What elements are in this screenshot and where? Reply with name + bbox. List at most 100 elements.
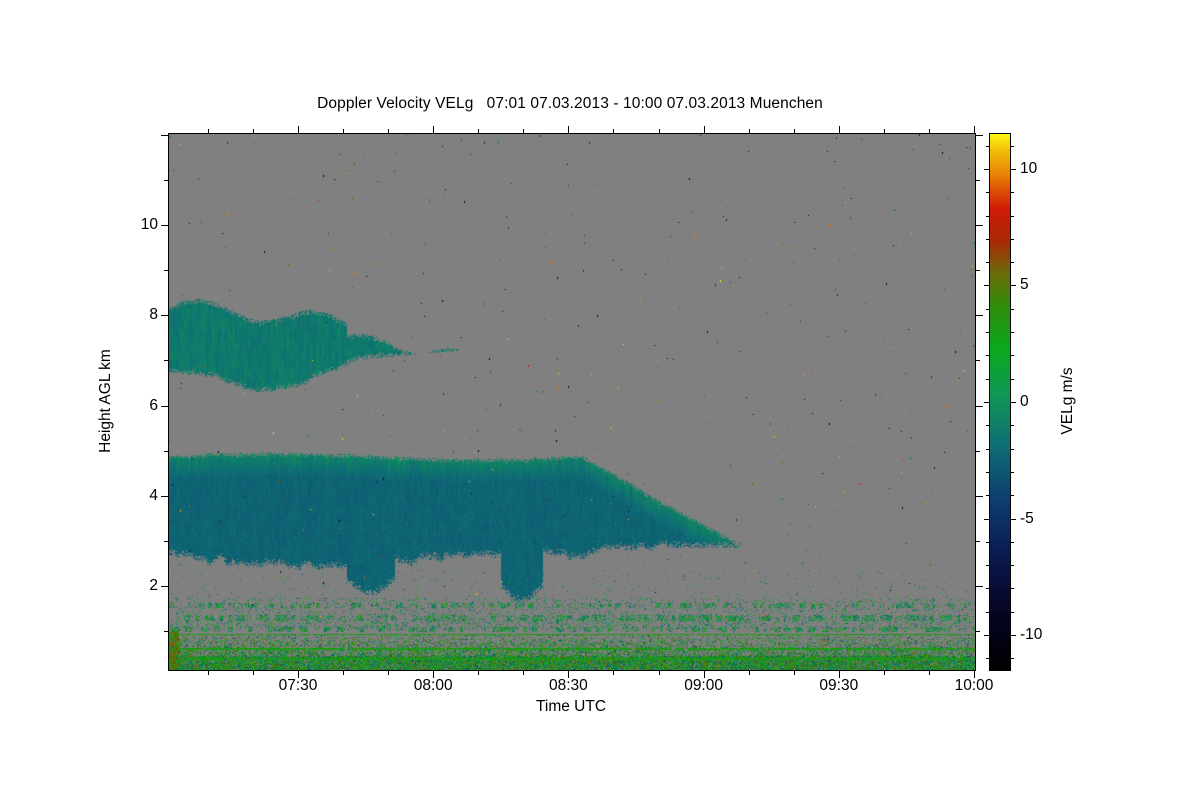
x-tick-label-08:30: 08:30 — [548, 677, 588, 694]
cbar-tick-left--7 — [986, 565, 990, 567]
y-tick-10 — [161, 225, 169, 226]
cbar-tick--10 — [1010, 635, 1016, 637]
cbar-tick-left--8 — [986, 588, 990, 590]
cbar-tick--9 — [1010, 611, 1014, 613]
colorbar-gradient — [990, 134, 1010, 670]
y-tick-right-12 — [975, 134, 983, 136]
x-axis-label: Time UTC — [535, 698, 607, 715]
x-tick-90 — [568, 670, 570, 678]
y-tick-right-11 — [975, 179, 980, 181]
cbar-tick-left-7 — [986, 238, 990, 240]
y-tick-label-8: 8 — [149, 306, 158, 324]
x-tick-top-90 — [568, 126, 570, 134]
cbar-tick-left--6 — [986, 541, 990, 543]
x-tick-130 — [748, 670, 750, 675]
colorbar[interactable]: 10 5 0 -5 -10 — [984, 133, 1042, 671]
cbar-tick-8 — [1010, 215, 1014, 217]
cbar-tick-left-6 — [986, 262, 990, 264]
y-tick-5 — [164, 450, 169, 452]
y-tick-1 — [164, 631, 169, 633]
cbar-tick-left-0 — [984, 402, 990, 403]
y-tick-right-4 — [975, 495, 983, 497]
cbar-tick-left-5 — [984, 285, 990, 287]
x-tick-120 — [703, 670, 705, 678]
x-tick-top-80 — [523, 129, 525, 134]
cbar-tick-10 — [1010, 168, 1016, 170]
y-tick-right-1 — [975, 631, 980, 633]
y-tick-9 — [164, 270, 169, 272]
y-tick-7 — [164, 360, 169, 362]
x-tick-top-170 — [928, 129, 930, 134]
x-tick-80 — [523, 670, 525, 675]
x-tick-70 — [478, 670, 480, 675]
cbar-tick--3 — [1010, 471, 1014, 473]
x-tick-top-120 — [703, 126, 705, 134]
x-tick-150 — [838, 670, 840, 678]
x-tick-top-100 — [613, 129, 615, 134]
cbar-tick--6 — [1010, 541, 1014, 543]
cbar-label-5: 5 — [1020, 276, 1029, 294]
y-axis-label: Height AGL km — [97, 349, 114, 453]
y-tick-right-10 — [975, 225, 983, 226]
x-tick-label-07:30: 07:30 — [278, 677, 318, 694]
y-tick-label-6: 6 — [149, 396, 158, 414]
cbar-tick-left-11 — [986, 145, 990, 147]
cbar-tick-left--1 — [986, 425, 990, 427]
plot-area[interactable]: 2 4 6 8 10 07:30 08:00 08:30 09:00 09:30 10:00 — [141, 126, 993, 694]
x-tick-top-40 — [343, 129, 345, 134]
figure-title: Doppler Velocity VELg 07:01 07.03.2013 -… — [317, 95, 823, 112]
x-tick-label-09:30: 09:30 — [819, 677, 859, 694]
cbar-tick-9 — [1010, 192, 1014, 194]
x-tick-top-10 — [207, 129, 209, 134]
x-tick-top-140 — [793, 129, 795, 134]
cbar-tick-left--2 — [986, 448, 990, 450]
x-tick-180 — [974, 670, 975, 678]
cbar-label--5: -5 — [1020, 509, 1034, 527]
cbar-label--10: -10 — [1020, 626, 1043, 644]
cbar-tick-6 — [1010, 262, 1014, 264]
cbar-tick-left-3 — [986, 332, 990, 334]
x-tick-top-150 — [838, 126, 840, 134]
y-tick-label-10: 10 — [140, 216, 158, 233]
cbar-tick-left-4 — [986, 308, 990, 310]
cbar-tick-3 — [1010, 332, 1014, 334]
x-tick-top-70 — [478, 129, 480, 134]
cbar-tick-left--11 — [986, 658, 990, 660]
x-tick-top-50 — [388, 129, 390, 134]
y-tick-right-3 — [975, 540, 980, 542]
cbar-label-0: 0 — [1020, 393, 1029, 410]
y-tick-right-9 — [975, 270, 980, 272]
cbar-tick-left--10 — [984, 635, 990, 637]
colorbar-label: VELg m/s — [1059, 367, 1076, 435]
y-tick-right-6 — [975, 405, 983, 407]
cbar-tick--5 — [1010, 518, 1016, 520]
cbar-tick-left-9 — [986, 192, 990, 194]
cbar-tick-2 — [1010, 355, 1014, 357]
x-tick-top-110 — [658, 129, 660, 134]
cbar-tick--7 — [1010, 565, 1014, 567]
x-tick-30 — [298, 670, 299, 678]
cbar-tick-left--9 — [986, 611, 990, 613]
cbar-tick-left-10 — [984, 168, 990, 170]
cbar-tick--11 — [1010, 658, 1014, 660]
y-tick-4 — [161, 495, 169, 497]
y-tick-11 — [164, 179, 169, 181]
y-tick-8 — [161, 315, 169, 317]
x-tick-top-180 — [974, 126, 975, 134]
y-tick-12 — [161, 134, 169, 136]
y-tick-right-7 — [975, 360, 980, 362]
x-tick-20 — [252, 670, 254, 675]
x-tick-140 — [793, 670, 795, 675]
cbar-tick--1 — [1010, 425, 1014, 427]
x-tick-110 — [658, 670, 660, 675]
heatmap-canvas — [169, 134, 975, 670]
cbar-tick-left-2 — [986, 355, 990, 357]
y-tick-label-2: 2 — [149, 577, 158, 594]
cbar-label-10: 10 — [1020, 159, 1038, 177]
cbar-tick-7 — [1010, 238, 1014, 240]
cbar-tick--4 — [1010, 495, 1014, 497]
cbar-tick-left--3 — [986, 471, 990, 473]
y-tick-right-2 — [975, 586, 983, 587]
y-tick-right-5 — [975, 450, 980, 452]
